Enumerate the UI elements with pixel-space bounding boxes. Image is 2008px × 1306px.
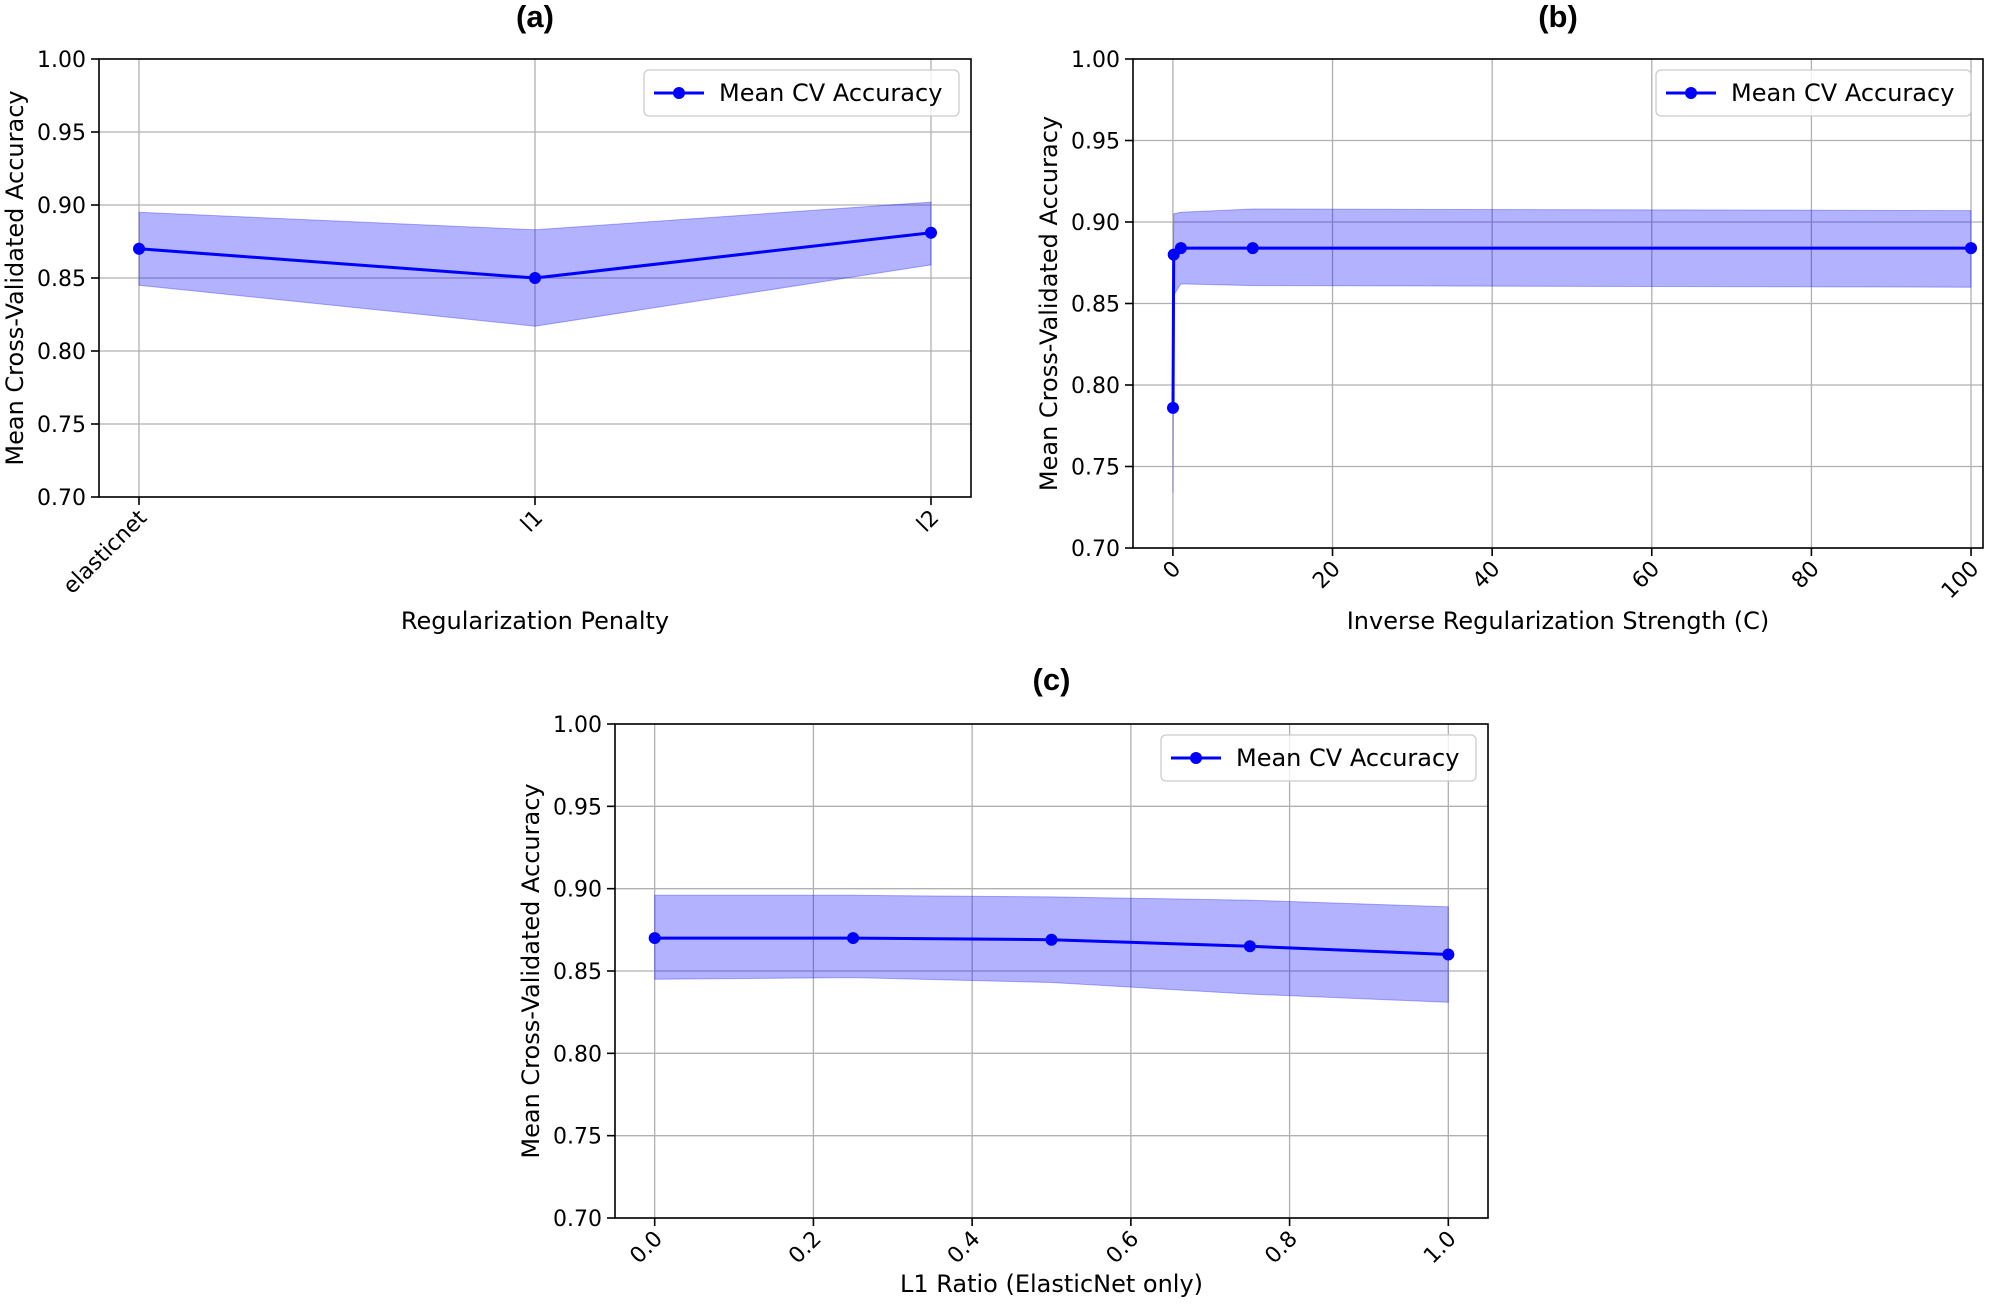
x-tick-label: 60 (1628, 557, 1665, 594)
confidence-band (1172, 208, 1972, 493)
x-tick-label: 0.0 (625, 1227, 667, 1269)
x-tick-label: 1.0 (1419, 1227, 1461, 1269)
x-axis-label: Regularization Penalty (401, 607, 669, 635)
y-tick-label: 0.85 (37, 267, 86, 292)
x-tick-label: elasticnet (59, 505, 153, 599)
x-tick-label: 0.6 (1102, 1227, 1144, 1269)
y-tick-label: 0.90 (1071, 211, 1120, 236)
data-point (1246, 242, 1259, 255)
data-point (1174, 242, 1187, 255)
data-point (1243, 940, 1256, 953)
x-tick-label: l1 (516, 506, 548, 538)
y-tick-label: 0.95 (1071, 130, 1120, 155)
y-tick-label: 0.80 (1071, 374, 1120, 399)
y-tick-label: 1.00 (37, 48, 86, 73)
x-axis-label: Inverse Regularization Strength (C) (1347, 607, 1770, 635)
x-tick-label: 0.4 (943, 1227, 985, 1269)
y-tick-label: 0.90 (553, 878, 602, 903)
legend-label: Mean CV Accuracy (1731, 79, 1954, 107)
data-point (648, 932, 661, 945)
legend-label: Mean CV Accuracy (1236, 744, 1459, 772)
y-tick-label: 0.80 (37, 340, 86, 365)
x-tick-label: 0.2 (784, 1227, 826, 1269)
x-tick-label: 0.8 (1260, 1227, 1302, 1269)
legend-box (1160, 734, 1477, 782)
y-tick-label: 1.00 (553, 713, 602, 738)
legend-label: Mean CV Accuracy (719, 79, 942, 107)
data-point (133, 242, 145, 255)
data-point (1166, 401, 1179, 414)
y-tick-label: 0.90 (37, 194, 86, 219)
legend: Mean CV Accuracy (1160, 734, 1477, 782)
legend-box (643, 69, 960, 117)
y-axis-label: Mean Cross-Validated Accuracy (517, 783, 545, 1158)
legend: Mean CV Accuracy (1655, 69, 1972, 117)
panel-title: (a) (516, 0, 554, 34)
y-tick-label: 0.95 (553, 795, 602, 820)
y-axis-label: Mean Cross-Validated Accuracy (1035, 116, 1063, 491)
y-tick-label: 0.75 (553, 1125, 602, 1150)
y-tick-label: 0.80 (553, 1042, 602, 1067)
x-tick-label: 20 (1308, 557, 1345, 594)
x-tick-label: l2 (912, 506, 944, 538)
panel-title: (c) (1033, 662, 1071, 697)
y-tick-label: 0.75 (37, 413, 86, 438)
confidence-band (138, 201, 932, 327)
data-point (529, 272, 541, 284)
legend-marker-swatch (1190, 752, 1202, 764)
y-tick-label: 0.70 (37, 486, 86, 511)
chart-panel-a: 0.70 0.75 0.80 0.85 0.90 0.95 1.00 elasticnet l1… (1, 0, 972, 635)
x-tick-label: 80 (1787, 557, 1824, 594)
x-axis-label: L1 Ratio (ElasticNet only) (900, 1270, 1203, 1298)
y-tick-label: 0.70 (1071, 537, 1120, 562)
y-tick-label: 0.70 (553, 1207, 602, 1232)
chart-panel-c: 0.70 0.75 0.80 0.85 0.90 0.95 1.00 0.0 0.2 0.4 0.6… (517, 662, 1489, 1298)
data-point (1045, 933, 1058, 946)
data-point (1965, 242, 1978, 255)
panel-title: (b) (1538, 0, 1578, 34)
y-tick-label: 0.75 (1071, 456, 1120, 481)
chart-panel-b: 0.70 0.75 0.80 0.85 0.90 0.95 1.00 0 20 40 60 80 100… (1035, 0, 1984, 635)
y-tick-label: 0.85 (1071, 293, 1120, 318)
legend-box (1655, 69, 1972, 117)
legend-marker-swatch (1685, 87, 1697, 99)
legend-marker-swatch (673, 87, 685, 99)
confidence-band (654, 894, 1449, 1003)
data-point (1442, 948, 1455, 961)
y-tick-label: 1.00 (1071, 48, 1120, 73)
data-point (925, 226, 937, 239)
x-tick-label: 0 (1159, 557, 1187, 585)
y-axis-label: Mean Cross-Validated Accuracy (1, 90, 29, 465)
data-point (847, 932, 860, 945)
x-tick-label: 100 (1937, 557, 1984, 604)
y-tick-label: 0.95 (37, 121, 86, 146)
y-tick-label: 0.85 (553, 960, 602, 985)
legend: Mean CV Accuracy (643, 69, 960, 117)
x-tick-label: 40 (1468, 557, 1505, 594)
